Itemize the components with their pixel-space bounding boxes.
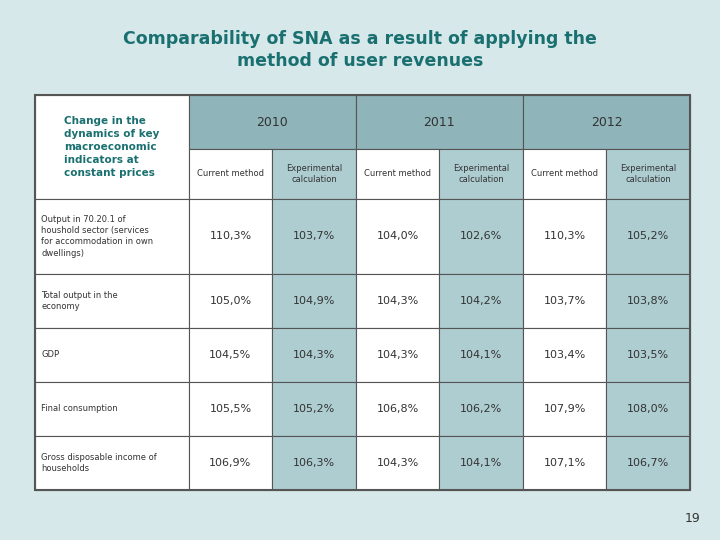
Bar (272, 199, 356, 274)
Bar (35, 328, 189, 382)
Bar (523, 328, 606, 382)
Text: Comparability of SNA as a result of applying the: Comparability of SNA as a result of appl… (123, 30, 597, 48)
Text: Experimental
calculation: Experimental calculation (620, 164, 676, 184)
Text: 104,3%: 104,3% (377, 296, 418, 306)
Bar (189, 328, 272, 382)
Text: Current method: Current method (531, 170, 598, 179)
Bar (356, 328, 439, 382)
Bar (523, 95, 690, 149)
Text: 103,8%: 103,8% (627, 296, 670, 306)
Bar (35, 95, 690, 490)
Text: 110,3%: 110,3% (210, 231, 251, 241)
Bar (35, 274, 189, 328)
Bar (272, 436, 356, 490)
Text: 107,1%: 107,1% (544, 458, 586, 468)
Text: 104,3%: 104,3% (377, 350, 418, 360)
Text: 106,3%: 106,3% (293, 458, 335, 468)
Text: 19: 19 (684, 512, 700, 525)
Text: 102,6%: 102,6% (460, 231, 503, 241)
Text: 104,5%: 104,5% (210, 350, 251, 360)
Text: 104,2%: 104,2% (460, 296, 503, 306)
Bar (606, 149, 690, 199)
Bar (35, 95, 189, 199)
Bar (523, 149, 606, 199)
Text: 103,5%: 103,5% (627, 350, 670, 360)
Text: GDP: GDP (41, 350, 59, 359)
Text: Current method: Current method (197, 170, 264, 179)
Bar (523, 199, 606, 274)
Bar (189, 149, 272, 199)
Text: 103,7%: 103,7% (544, 296, 586, 306)
Text: 110,3%: 110,3% (544, 231, 586, 241)
Text: 104,9%: 104,9% (293, 296, 336, 306)
Bar (35, 382, 189, 436)
Text: 106,8%: 106,8% (377, 404, 418, 414)
Bar (606, 436, 690, 490)
Text: 104,3%: 104,3% (377, 458, 418, 468)
Text: Experimental
calculation: Experimental calculation (286, 164, 342, 184)
Text: 2011: 2011 (423, 116, 455, 129)
Bar (356, 199, 439, 274)
Bar (272, 328, 356, 382)
Text: 108,0%: 108,0% (627, 404, 670, 414)
Text: 2012: 2012 (590, 116, 622, 129)
Text: 104,3%: 104,3% (293, 350, 335, 360)
Bar (356, 95, 523, 149)
Text: 107,9%: 107,9% (544, 404, 586, 414)
Text: 106,2%: 106,2% (460, 404, 503, 414)
Text: Experimental
calculation: Experimental calculation (453, 164, 509, 184)
Bar (272, 149, 356, 199)
Text: 104,0%: 104,0% (377, 231, 418, 241)
Bar (189, 274, 272, 328)
Bar (356, 274, 439, 328)
Bar (523, 274, 606, 328)
Text: Total output in the
economy: Total output in the economy (41, 291, 118, 311)
Bar (35, 436, 189, 490)
Text: 104,1%: 104,1% (460, 458, 503, 468)
Text: Gross disposable income of
households: Gross disposable income of households (41, 453, 157, 473)
Text: 2010: 2010 (256, 116, 288, 129)
Bar (439, 149, 523, 199)
Bar (272, 274, 356, 328)
Bar (606, 199, 690, 274)
Bar (439, 382, 523, 436)
Bar (272, 382, 356, 436)
Bar (356, 382, 439, 436)
Bar (189, 436, 272, 490)
Text: method of user revenues: method of user revenues (237, 52, 483, 70)
Bar (189, 382, 272, 436)
Text: 106,9%: 106,9% (210, 458, 251, 468)
Text: 105,2%: 105,2% (293, 404, 335, 414)
Text: 106,7%: 106,7% (627, 458, 670, 468)
Text: Change in the
dynamics of key
macroeconomic
indicators at
constant prices: Change in the dynamics of key macroecono… (64, 117, 160, 178)
Text: Output in 70.20.1 of
houshold sector (services
for accommodation in own
dwelling: Output in 70.20.1 of houshold sector (se… (41, 215, 153, 258)
Bar (606, 382, 690, 436)
Bar (439, 274, 523, 328)
Text: 103,4%: 103,4% (544, 350, 586, 360)
Text: Final consumption: Final consumption (41, 404, 117, 414)
Text: 103,7%: 103,7% (293, 231, 335, 241)
Bar (35, 199, 189, 274)
Text: 104,1%: 104,1% (460, 350, 503, 360)
Text: 105,0%: 105,0% (210, 296, 251, 306)
Bar (439, 199, 523, 274)
Text: Current method: Current method (364, 170, 431, 179)
Text: 105,5%: 105,5% (210, 404, 251, 414)
Bar (606, 274, 690, 328)
Bar (189, 95, 356, 149)
Bar (523, 436, 606, 490)
Bar (356, 149, 439, 199)
Bar (439, 328, 523, 382)
Bar (523, 382, 606, 436)
Text: 105,2%: 105,2% (627, 231, 670, 241)
Bar (439, 436, 523, 490)
Bar (606, 328, 690, 382)
Bar (356, 436, 439, 490)
Bar (189, 199, 272, 274)
